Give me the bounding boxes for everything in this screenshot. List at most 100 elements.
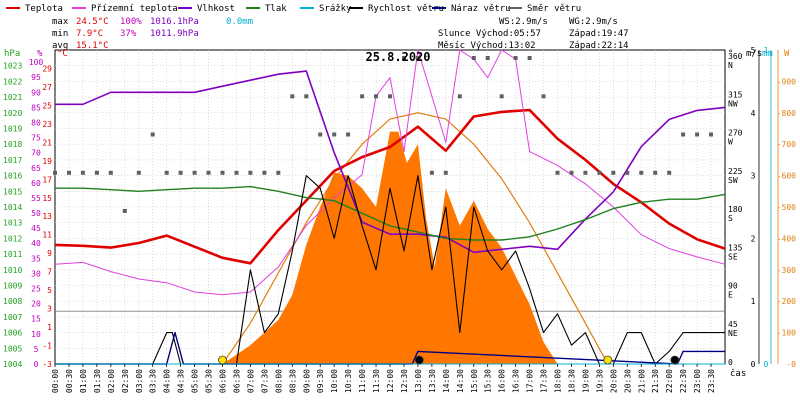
x-tick-label: 05:00: [191, 369, 200, 393]
wind-direction-point: [304, 94, 309, 99]
temperature-tick-label: -1: [42, 342, 52, 351]
wind-direction-point: [290, 94, 295, 99]
stats-min-label: min: [52, 29, 68, 39]
x-tick-label: 10:30: [344, 369, 353, 393]
temperature-tick-label: 7: [47, 268, 52, 277]
axis-unit-wind-direction: °: [728, 49, 733, 59]
wind-direction-point: [318, 132, 323, 137]
wind-direction-point: [122, 209, 127, 213]
wind-direction-points: [53, 56, 713, 213]
wind-direction-tick-label: 45: [728, 320, 738, 329]
pressure-tick-label: 1011: [3, 250, 22, 259]
wind-speed-tick-label: 0: [751, 360, 756, 369]
wind-direction-point: [374, 94, 378, 99]
wind-direction-point: [513, 56, 518, 60]
x-tick-label: 01:30: [93, 369, 102, 393]
x-tick-label: 00:30: [65, 369, 74, 393]
stats-min-humidity: 37%: [120, 29, 137, 39]
x-tick-label: 07:00: [246, 369, 255, 393]
humidity-tick-label: 10: [31, 330, 41, 339]
legend-label: Rychlost větru: [368, 4, 444, 14]
series-lines: [53, 49, 726, 365]
humidity-tick-label: 80: [31, 119, 41, 128]
wind-direction-tick-label: 360: [728, 52, 743, 61]
x-tick-label: 14:30: [456, 369, 465, 393]
wind-direction-tick-label: 225: [728, 167, 743, 176]
legend-label: Přízemní teplota: [91, 4, 178, 14]
x-tick-label: 03:00: [135, 369, 144, 393]
wind-direction-tick-label: 90: [728, 282, 738, 291]
pressure-tick-label: 1017: [3, 156, 22, 165]
axis-unit-precipitation: mm: [762, 49, 773, 59]
wind-direction-point: [653, 170, 658, 175]
stats-min-pressure: 1011.9hPa: [150, 29, 199, 39]
wind-direction-point: [262, 170, 267, 175]
pressure-tick-label: 1023: [3, 62, 22, 71]
x-tick-label: 01:00: [79, 369, 88, 393]
humidity-tick-label: 0: [34, 360, 39, 369]
wind-direction-tick-name: NE: [728, 329, 738, 338]
wind-direction-point: [625, 170, 630, 175]
temperature-tick-label: 3: [47, 305, 52, 314]
humidity-tick-label: 65: [31, 164, 41, 173]
x-tick-label: 14:00: [442, 369, 451, 393]
humidity-tick-label: 75: [31, 134, 41, 143]
wind-direction-point: [499, 94, 504, 99]
wind-direction-tick-name: SE: [728, 252, 738, 261]
axis-unit-wind-speed: m/s: [746, 49, 762, 59]
info-block: WS:2.9m/s WG:2.9m/s Slunce Východ:05:57 …: [438, 17, 629, 51]
wind-direction-tick-name: E: [728, 291, 733, 300]
wind-direction-point: [597, 170, 602, 175]
pressure-tick-label: 1019: [3, 125, 22, 134]
x-tick-label: 13:30: [428, 369, 437, 393]
wind-direction-tick-name: S: [728, 214, 733, 223]
wind-direction-point: [555, 170, 560, 175]
pressure-tick-label: 1008: [3, 297, 22, 306]
stats-max-humidity: 100%: [120, 17, 142, 27]
wind-direction-tick-label: 315: [728, 90, 743, 99]
info-wind-gust: WG:2.9m/s: [569, 17, 618, 27]
x-tick-label: 06:30: [233, 369, 242, 393]
humidity-tick-label: 25: [31, 285, 41, 294]
humidity-tick-label: 55: [31, 194, 41, 203]
wind-direction-point: [276, 170, 281, 175]
wind-direction-point: [178, 170, 183, 175]
wind-direction-point: [541, 94, 546, 99]
wind-direction-point: [429, 170, 434, 175]
wind-direction-tick-name: SW: [728, 176, 738, 185]
humidity-tick-label: 30: [31, 269, 41, 278]
moonset-marker: [670, 355, 680, 365]
legend-label: Tlak: [265, 4, 287, 14]
temperature-tick-label: 27: [42, 83, 52, 92]
x-tick-label: 17:30: [540, 369, 549, 393]
x-tick-label: 07:30: [260, 369, 269, 393]
axis-unit-pressure: hPa: [4, 49, 20, 59]
wind-direction-tick-label: 180: [728, 205, 743, 214]
temperature-tick-label: 5: [47, 286, 52, 295]
x-tick-label: 08:00: [274, 369, 283, 393]
x-tick-label: 03:30: [149, 369, 158, 393]
x-tick-label: 21:00: [637, 369, 646, 393]
legend-label: Vlhkost: [197, 4, 235, 14]
pressure-tick-label: 1004: [3, 360, 22, 369]
wind-direction-point: [639, 170, 644, 175]
x-tick-label: 15:30: [484, 369, 493, 393]
wind-direction-point: [136, 170, 141, 175]
axis-unit-temperature: °C: [57, 49, 68, 59]
wind-direction-point: [220, 170, 225, 175]
wind-direction-tick-label: 0: [728, 358, 733, 367]
x-tick-label: 13:00: [414, 369, 423, 393]
legend-label: Náraz větru: [451, 4, 511, 14]
x-tick-label: 18:00: [554, 369, 563, 393]
humidity-tick-label: 90: [31, 88, 41, 97]
wind-direction-point: [108, 170, 113, 175]
x-tick-label: 12:30: [400, 369, 409, 393]
x-tick-label: 21:30: [651, 369, 660, 393]
stats-max-label: max: [52, 17, 69, 27]
wind-direction-point: [360, 94, 365, 99]
x-tick-label: 09:30: [316, 369, 325, 393]
wind-direction-point: [415, 56, 420, 60]
pressure-tick-label: 1009: [3, 282, 22, 291]
x-tick-label: 12:00: [386, 369, 395, 393]
